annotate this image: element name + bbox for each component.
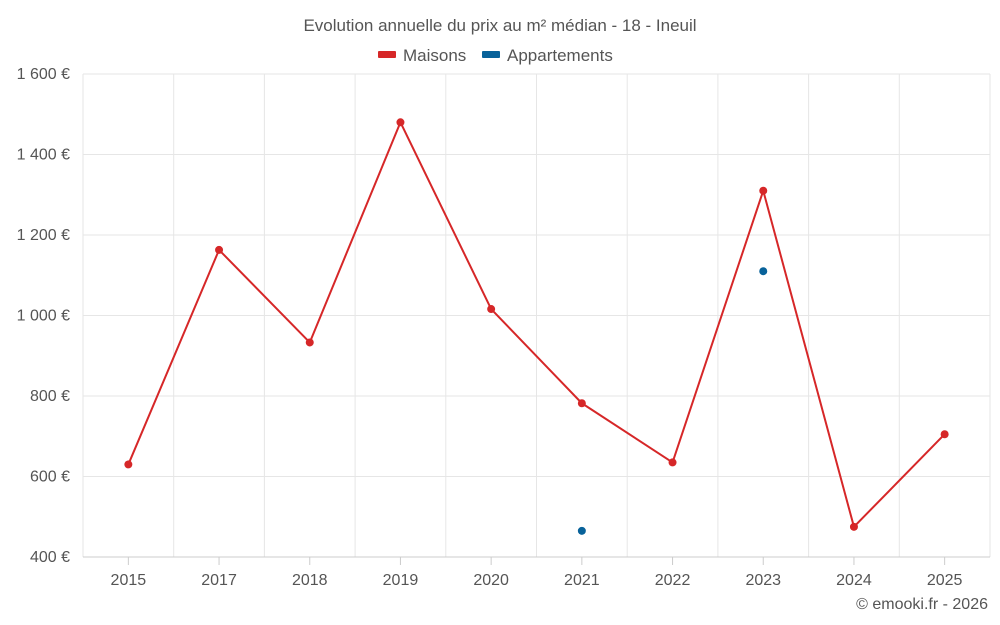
y-tick-label: 600 € xyxy=(30,469,70,486)
x-tick-label: 2015 xyxy=(111,572,147,589)
data-point-maisons[interactable] xyxy=(215,245,224,254)
data-point-maisons[interactable] xyxy=(396,118,405,127)
x-tick-label: 2020 xyxy=(473,572,509,589)
series xyxy=(124,118,949,535)
x-tick-label: 2024 xyxy=(836,572,872,589)
data-point-maisons[interactable] xyxy=(577,399,586,408)
y-tick-label: 800 € xyxy=(30,388,70,405)
x-tick-label: 2018 xyxy=(292,572,328,589)
chart-title: Evolution annuelle du prix au m² médian … xyxy=(303,16,696,35)
legend-swatch-maisons xyxy=(378,51,396,58)
data-point-maisons[interactable] xyxy=(849,522,858,531)
y-tick-label: 400 € xyxy=(30,549,70,566)
data-point-maisons[interactable] xyxy=(759,186,768,195)
y-tick-label: 1 600 € xyxy=(17,66,70,83)
x-tick-label: 2022 xyxy=(655,572,691,589)
series-line-segment-maisons xyxy=(762,189,855,528)
data-point-appartements[interactable] xyxy=(759,267,768,276)
series-line-segment-maisons xyxy=(852,433,946,528)
data-point-maisons[interactable] xyxy=(124,460,133,469)
axes: 400 € 600 € 800 € 1 000 € 1 200 € 1 400 € 1 60… xyxy=(17,66,990,589)
series-line-segment-maisons xyxy=(490,308,583,405)
series-line-segment-maisons xyxy=(218,248,311,344)
data-point-appartements[interactable] xyxy=(577,526,586,535)
series-line-segment-maisons xyxy=(671,189,765,464)
legend-label-maisons: Maisons xyxy=(403,46,466,65)
data-point-maisons[interactable] xyxy=(668,458,677,467)
y-tick-label: 1 000 € xyxy=(17,308,70,325)
data-point-maisons[interactable] xyxy=(487,305,496,314)
credit-text: © emooki.fr - 2026 xyxy=(856,596,988,613)
data-point-maisons[interactable] xyxy=(305,338,314,347)
y-tick-label: 1 400 € xyxy=(17,147,70,164)
legend-swatch-appartements xyxy=(482,51,500,58)
y-tick-label: 1 200 € xyxy=(17,227,70,244)
x-tick-label: 2021 xyxy=(564,572,600,589)
series-line-segment-maisons xyxy=(580,402,674,464)
x-tick-label: 2023 xyxy=(745,572,781,589)
x-tick-label: 2017 xyxy=(201,572,237,589)
series-line-segment-maisons xyxy=(308,121,402,344)
legend-item-maisons[interactable]: Maisons xyxy=(378,46,466,65)
data-point-maisons[interactable] xyxy=(940,430,949,439)
legend-label-appartements: Appartements xyxy=(507,46,613,65)
legend-item-appartements[interactable]: Appartements xyxy=(482,46,613,65)
legend: Maisons Appartements xyxy=(378,46,613,65)
grid xyxy=(82,73,991,557)
series-line-segment-maisons xyxy=(399,121,493,311)
series-line-segment-maisons xyxy=(127,248,221,466)
x-tick-label: 2025 xyxy=(927,572,963,589)
x-tick-label: 2019 xyxy=(383,572,419,589)
